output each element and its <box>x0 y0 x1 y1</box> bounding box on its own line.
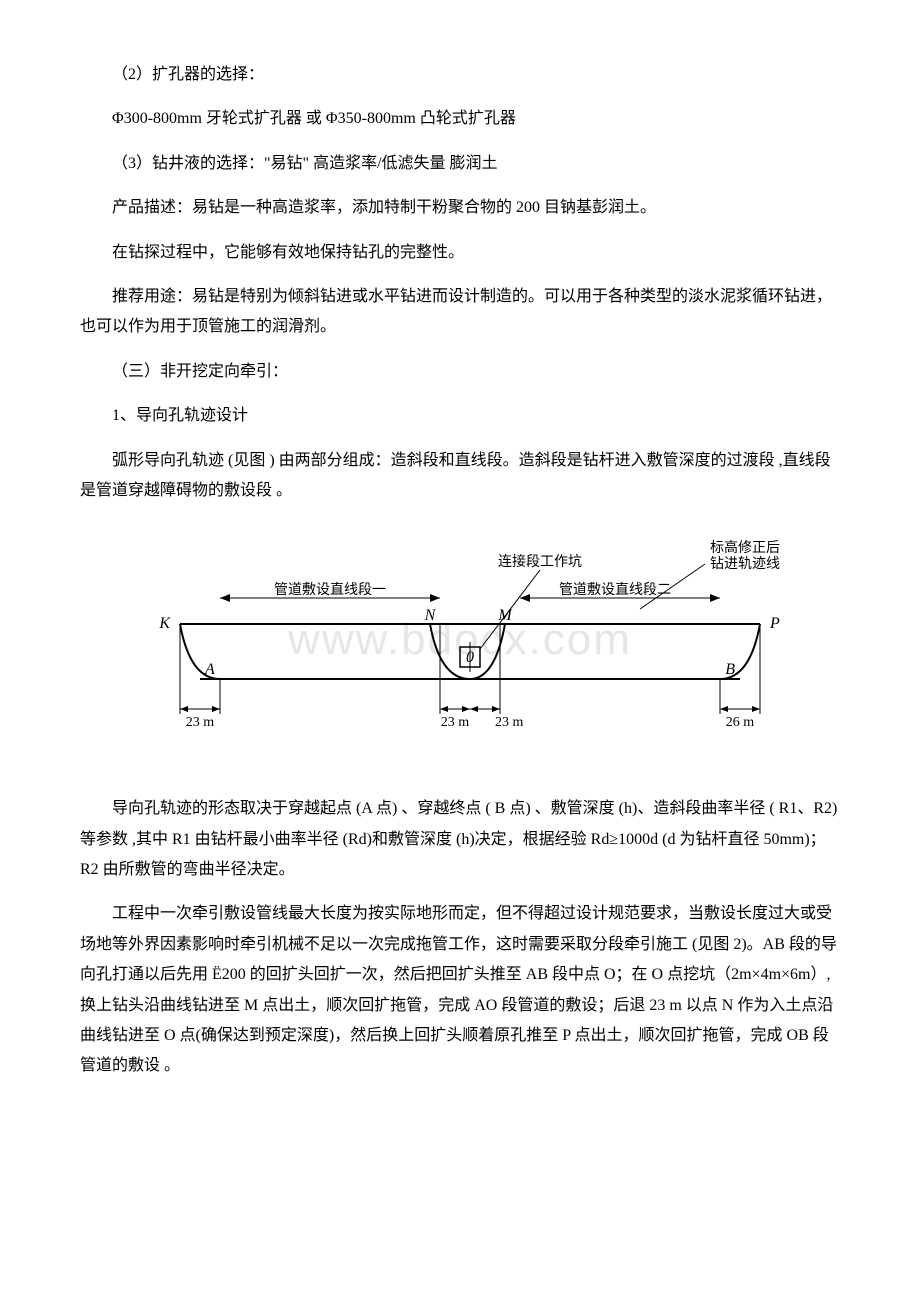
arrowhead <box>470 706 478 712</box>
arrowhead <box>440 706 448 712</box>
arrowhead <box>180 706 188 712</box>
paragraph: Φ300-800mm 牙轮式扩孔器 或 Φ350-800mm 凸轮式扩孔器 <box>80 104 840 134</box>
arrowhead <box>462 706 470 712</box>
point-o: 0 <box>466 649 474 666</box>
arrowhead <box>492 706 500 712</box>
trajectory-svg: www.bdocx.com 标高修正后的 钻进轨迹线 连接段工作坑 管道敷设直线… <box>140 534 780 754</box>
dim-23-mid-right: 23 m <box>495 715 524 730</box>
arrowhead <box>430 594 440 602</box>
point-k: K <box>158 615 171 632</box>
dim-23-mid-left: 23 m <box>441 715 470 730</box>
label-segment-1: 管道敷设直线段一 <box>274 581 386 598</box>
paragraph: 推荐用途：易钻是特别为倾斜钻进或水平钻进而设计制造的。可以用于各种类型的淡水泥浆… <box>80 282 840 343</box>
arrowhead <box>220 594 230 602</box>
point-m: M <box>497 607 513 624</box>
paragraph: 工程中一次牵引敷设管线最大长度为按实际地形而定，但不得超过设计规范要求，当敷设长… <box>80 899 840 1081</box>
arrowhead <box>720 706 728 712</box>
arrowhead <box>710 594 720 602</box>
arrowhead <box>752 706 760 712</box>
paragraph: 1、导向孔轨迹设计 <box>80 401 840 431</box>
arrowhead <box>520 594 530 602</box>
label-top-right-1: 标高修正后的 <box>710 539 780 556</box>
paragraph: 在钻探过程中，它能够有效地保持钻孔的完整性。 <box>80 238 840 268</box>
paragraph: 弧形导向孔轨迹 (见图 ) 由两部分组成：造斜段和直线段。造斜段是钻杆进入敷管深… <box>80 446 840 507</box>
label-connection-pit: 连接段工作坑 <box>498 553 582 570</box>
arrowhead <box>212 706 220 712</box>
paragraph: （2）扩孔器的选择： <box>80 60 840 90</box>
paragraph: （三）非开挖定向牵引： <box>80 357 840 387</box>
paragraph: （3）钻井液的选择："易钻" 高造浆率/低滤失量 膨润土 <box>80 149 840 179</box>
dim-26-right: 26 m <box>726 715 755 730</box>
label-segment-2: 管道敷设直线段二 <box>559 581 671 598</box>
paragraph: 导向孔轨迹的形态取决于穿越起点 (A 点) 、穿越终点 ( B 点) 、敷管深度… <box>80 794 840 885</box>
dim-23-left: 23 m <box>186 715 215 730</box>
trajectory-diagram: www.bdocx.com 标高修正后的 钻进轨迹线 连接段工作坑 管道敷设直线… <box>80 534 840 754</box>
label-top-right-2: 钻进轨迹线 <box>710 556 780 572</box>
point-p: P <box>769 615 780 632</box>
point-n: N <box>424 607 437 624</box>
paragraph: 产品描述：易钻是一种高造浆率，添加特制干粉聚合物的 200 目钠基彭润土。 <box>80 193 840 223</box>
